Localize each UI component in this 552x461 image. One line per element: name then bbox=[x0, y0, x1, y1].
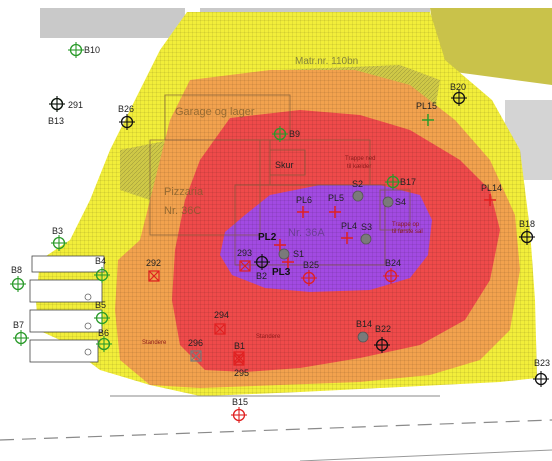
marker-s1: S1 bbox=[278, 248, 304, 260]
label-standere-right: Standere bbox=[256, 334, 281, 340]
marker-label-b9: B9 bbox=[289, 129, 300, 139]
marker-label-s1: S1 bbox=[293, 249, 304, 259]
label-matr: Matr.nr. 110bn bbox=[295, 56, 358, 67]
marker-label-b24: B24 bbox=[385, 258, 401, 268]
label-nr36c: Nr. 36C bbox=[164, 205, 201, 217]
marker-label-b23: B23 bbox=[534, 358, 550, 368]
marker-label-b13: B13 bbox=[48, 116, 64, 126]
marker-pl15: PL15 bbox=[416, 101, 437, 126]
label-trappe-ned-1: Trappe ned bbox=[345, 156, 375, 162]
left-small-circles bbox=[84, 293, 92, 356]
label-skur: Skur bbox=[275, 160, 294, 170]
marker-label-pl6: PL6 bbox=[296, 195, 312, 205]
marker-pl6: PL6 bbox=[296, 195, 312, 218]
marker-label-b22: B22 bbox=[375, 324, 391, 334]
marker-294: 294 bbox=[214, 310, 229, 335]
marker-label-b7: B7 bbox=[13, 320, 24, 330]
marker-s2: S2 bbox=[352, 179, 364, 202]
marker-b18: B18 bbox=[519, 219, 535, 245]
marker-pl14: PL14 bbox=[481, 183, 502, 206]
marker-label-b25: B25 bbox=[303, 260, 319, 270]
marker-label-pl14: PL14 bbox=[481, 183, 502, 193]
marker-label-b5: B5 bbox=[95, 300, 106, 310]
marker-label-b1: B1 bbox=[234, 341, 245, 351]
marker-label-s2: S2 bbox=[352, 179, 363, 189]
marker-label-s3: S3 bbox=[361, 222, 372, 232]
left-outbuildings bbox=[29, 255, 105, 363]
road-bottom-line bbox=[299, 449, 552, 461]
marker-b25: B25 bbox=[301, 260, 319, 286]
marker-label-pl5: PL5 bbox=[328, 193, 344, 203]
marker-291: 291 bbox=[49, 96, 83, 112]
marker-b15: B15 bbox=[231, 397, 248, 423]
marker-label-s4: S4 bbox=[395, 197, 406, 207]
marker-292: 292 bbox=[146, 258, 161, 282]
marker-b14: B14 bbox=[356, 319, 372, 343]
marker-b17: B17 bbox=[385, 174, 416, 190]
marker-label-b8: B8 bbox=[11, 265, 22, 275]
marker-label-b4: B4 bbox=[95, 256, 106, 266]
label-pizzaria: Pizzaria bbox=[164, 186, 204, 198]
marker-pl3: PL3 bbox=[272, 256, 294, 278]
marker-b22: B22 bbox=[374, 324, 391, 353]
label-nr36a: Nr. 36A bbox=[288, 227, 325, 239]
label-garage: Garage og lager bbox=[175, 106, 255, 118]
building-top-left bbox=[40, 8, 185, 38]
marker-b3: B3 bbox=[51, 226, 67, 251]
marker-label-b14: B14 bbox=[356, 319, 372, 329]
marker-b23: B23 bbox=[533, 358, 550, 387]
marker-label-pl2: PL2 bbox=[258, 232, 277, 243]
marker-label-295: 295 bbox=[234, 368, 249, 378]
marker-label-b26: B26 bbox=[118, 104, 134, 114]
marker-b2: B2 bbox=[254, 254, 270, 281]
marker-label-b6: B6 bbox=[98, 328, 109, 338]
marker-293: 293 bbox=[237, 248, 252, 272]
marker-s3: S3 bbox=[360, 222, 372, 245]
olive-wedge-top-right bbox=[430, 8, 552, 85]
marker-label-291: 291 bbox=[68, 100, 83, 110]
marker-295: 295 bbox=[233, 354, 249, 378]
marker-296: 296 bbox=[188, 338, 203, 362]
marker-label-b18: B18 bbox=[519, 219, 535, 229]
marker-pl2: PL2 bbox=[258, 232, 286, 251]
marker-b20: B20 bbox=[450, 82, 467, 106]
marker-b10: B10 bbox=[68, 42, 100, 58]
label-standere-left: Standere bbox=[142, 340, 167, 346]
marker-label-b3: B3 bbox=[52, 226, 63, 236]
marker-label-b2: B2 bbox=[256, 271, 267, 281]
marker-b24: B24 bbox=[383, 258, 401, 284]
label-trappe-ned-2: til kælder bbox=[347, 164, 371, 170]
marker-s4: S4 bbox=[382, 196, 406, 208]
marker-b6: B6 bbox=[96, 328, 112, 352]
marker-label-b10: B10 bbox=[84, 45, 100, 55]
marker-label-pl4: PL4 bbox=[341, 221, 357, 231]
marker-b5: B5 bbox=[94, 300, 110, 326]
marker-b7: B7 bbox=[13, 320, 29, 346]
marker-b4: B4 bbox=[94, 256, 110, 283]
marker-label-b20: B20 bbox=[450, 82, 466, 92]
marker-label-293: 293 bbox=[237, 248, 252, 258]
marker-label-pl15: PL15 bbox=[416, 101, 437, 111]
marker-b8: B8 bbox=[10, 265, 26, 292]
marker-pl4: PL4 bbox=[341, 221, 357, 244]
label-trappe-op-1: Trappe op bbox=[392, 222, 420, 228]
marker-label-pl3: PL3 bbox=[272, 267, 291, 278]
marker-label-b15: B15 bbox=[232, 397, 248, 407]
marker-b9: B9 bbox=[272, 126, 300, 142]
marker-label-294: 294 bbox=[214, 310, 229, 320]
marker-b26: B26 bbox=[118, 104, 135, 130]
marker-pl5: PL5 bbox=[328, 193, 344, 218]
building-outlines bbox=[149, 94, 411, 266]
marker-label-292: 292 bbox=[146, 258, 161, 268]
marker-label-b17: B17 bbox=[400, 177, 416, 187]
label-trappe-op-2: til første sal bbox=[392, 229, 423, 235]
marker-label-296: 296 bbox=[188, 338, 203, 348]
road-dashed-line bbox=[0, 419, 552, 441]
